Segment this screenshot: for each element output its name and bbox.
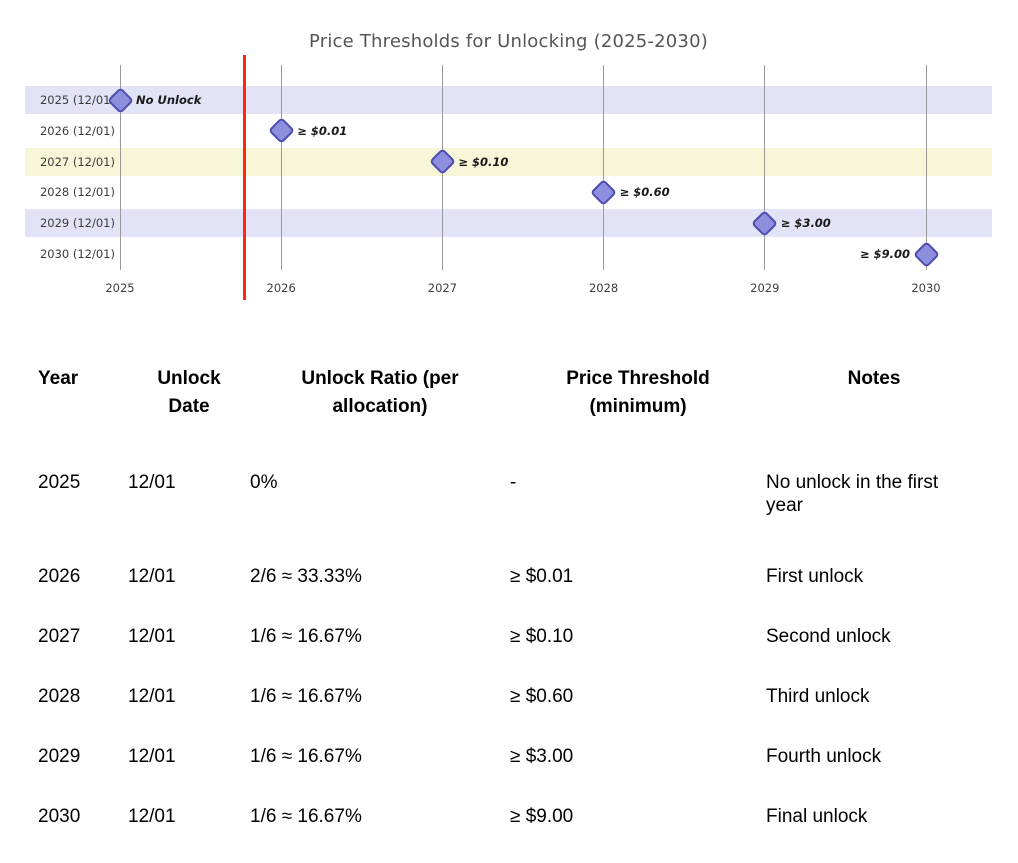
table-cell: 2028 (38, 686, 81, 707)
table-cell: ≥ $9.00 (510, 806, 574, 827)
note-text: No unlock in the first year (766, 472, 939, 516)
price-threshold-chart: Price Thresholds for Unlocking (2025-203… (25, 15, 992, 315)
chart-row-band (25, 86, 992, 114)
table-cell: First unlock (766, 565, 982, 588)
table-cell: Third unlock (766, 685, 982, 708)
table-row: 2029 12/01 1/6 ≈ 16.67% ≥ $3.00 Fourth unloc… (38, 745, 982, 768)
table-cell: 2030 (38, 806, 81, 827)
table-cell: 0% (250, 472, 278, 493)
page: { "chart_data": { "type": "scatter", "ti… (0, 15, 1018, 863)
x-axis-label: 2027 (427, 281, 458, 295)
point-annotation: ≥ $0.01 (297, 123, 348, 138)
table-cell: 1/6 ≈ 16.67% (250, 686, 362, 707)
table-header-cell: Price Threshold (minimum) (510, 365, 766, 421)
x-axis-label: 2026 (266, 281, 296, 295)
col-header-price-threshold: Price Threshold (minimum) (566, 368, 710, 417)
table-row: 2028 12/01 1/6 ≈ 16.67% ≥ $0.60 Third unlock (38, 685, 982, 708)
table-cell: 12/01 (128, 626, 176, 647)
table-cell: ≥ $0.01 (510, 566, 574, 587)
table-header-cell: Year (38, 365, 128, 393)
table-row: 2026 12/01 2/6 ≈ 33.33% ≥ $0.01 First unlock (38, 565, 982, 588)
col-header-unlock-ratio: Unlock Ratio (per allocation) (301, 368, 459, 417)
table-row: 2030 12/01 1/6 ≈ 16.67% ≥ $9.00 Final unlock (38, 805, 982, 828)
diamond-marker (912, 240, 940, 268)
gridline (925, 65, 927, 270)
table-cell: 1/6 ≈ 16.67% (250, 806, 362, 827)
y-axis-label: 2028 (12/01) (39, 185, 115, 200)
table-header-cell: Unlock Ratio (per allocation) (250, 365, 510, 421)
gridline (280, 65, 282, 270)
table-cell: 1/6 ≈ 16.67% (250, 626, 362, 647)
table-row: 2027 12/01 1/6 ≈ 16.67% ≥ $0.10 Second unloc… (38, 625, 982, 648)
point-annotation: ≥ $3.00 (780, 216, 831, 231)
table-cell: 12/01 (128, 686, 176, 707)
table-header-cell: Notes (766, 365, 982, 393)
diamond-marker (267, 117, 295, 145)
x-axis-label: 2028 (588, 281, 619, 295)
col-header-notes: Notes (847, 368, 901, 389)
x-axis-label: 2030 (911, 281, 941, 295)
table-cell: 12/01 (128, 472, 176, 493)
table-cell: 12/01 (128, 806, 176, 827)
note-text: Second unlock (766, 626, 891, 647)
y-axis-label: 2030 (12/01) (39, 247, 115, 261)
table-header-cell: Unlock Date (128, 365, 250, 421)
table-header-row: Year Unlock Date Unlock Ratio (per alloc… (38, 365, 982, 421)
point-annotation: ≥ $0.10 (458, 154, 509, 169)
table-body: 2025 12/01 0% - No unlock in the first year 2… (38, 471, 982, 828)
x-axis-label: 2025 (105, 281, 135, 295)
note-text: First unlock (766, 566, 864, 587)
table-cell: 2025 (38, 472, 81, 493)
point-annotation: ≥ $0.60 (619, 185, 670, 200)
chart-row-band (25, 147, 992, 176)
x-axis-label: 2029 (750, 281, 780, 295)
table-cell: 12/01 (128, 746, 176, 767)
table-cell: No unlock in the first year (766, 471, 982, 517)
y-axis-label: 2027 (12/01) (39, 154, 115, 169)
gridline (603, 65, 605, 270)
table-cell: Second unlock (766, 625, 982, 648)
table-cell: Final unlock (766, 805, 982, 828)
col-header-year: Year (38, 368, 79, 389)
y-axis-label: 2026 (12/01) (39, 123, 115, 138)
table-cell: 2027 (38, 626, 81, 647)
point-annotation: ≥ $9.00 (859, 247, 910, 261)
listing-date-line (242, 55, 246, 300)
chart-row-band (25, 209, 992, 238)
diamond-marker (590, 178, 618, 206)
note-text: Final unlock (766, 806, 868, 827)
table-cell: Fourth unlock (766, 745, 982, 768)
note-text: Fourth unlock (766, 746, 882, 767)
table-cell: 2/6 ≈ 33.33% (250, 566, 362, 587)
table-cell: 12/01 (128, 566, 176, 587)
table-cell: 2026 (38, 566, 81, 587)
unlock-schedule-table: Year Unlock Date Unlock Ratio (per alloc… (38, 365, 982, 828)
gridline (764, 65, 766, 270)
table-cell: - (510, 472, 517, 493)
col-header-unlock-date: Unlock Date (157, 368, 221, 417)
table-cell: ≥ $0.10 (510, 626, 574, 647)
chart-title: Price Thresholds for Unlocking (2025-203… (309, 31, 708, 52)
y-axis-label: 2025 (12/01) (39, 93, 115, 107)
note-text: Third unlock (766, 686, 870, 707)
table-cell: 1/6 ≈ 16.67% (250, 746, 362, 767)
table-cell: 2029 (38, 746, 81, 767)
table-row: 2025 12/01 0% - No unlock in the first year (38, 471, 982, 517)
point-annotation: No Unlock (136, 93, 202, 107)
table-cell: ≥ $3.00 (510, 746, 574, 767)
gridline (119, 65, 121, 270)
table-cell: ≥ $0.60 (510, 686, 574, 707)
y-axis-label: 2029 (12/01) (39, 216, 115, 231)
